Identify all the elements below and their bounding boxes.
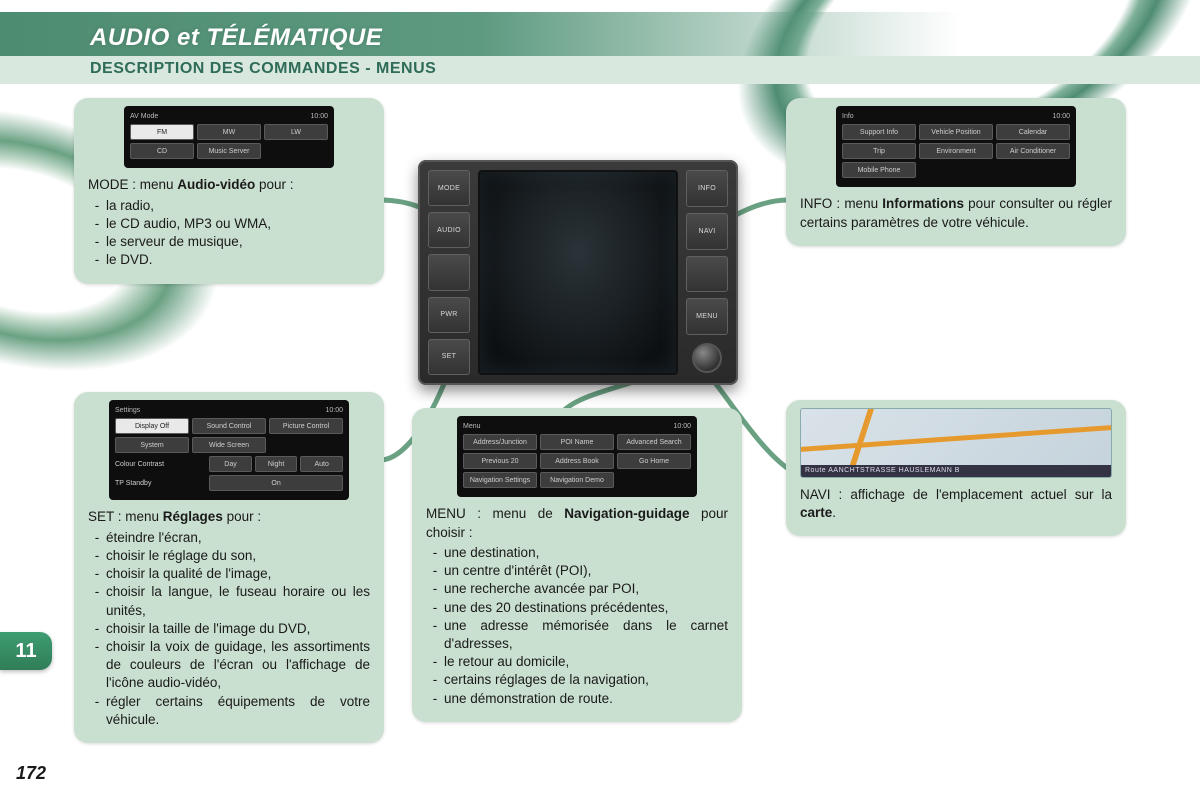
list-item: une adresse mémorisée dans le carnet d'a…: [426, 617, 728, 653]
list-item: le DVD.: [88, 251, 370, 269]
set-list: éteindre l'écran,choisir le réglage du s…: [88, 529, 370, 729]
navi-map-screenshot: Route AANCHTSTRASSE HAUSLEMANN B: [800, 408, 1112, 478]
headunit-btn-mode: MODE: [428, 170, 470, 206]
navi-intro: NAVI : affichage de l'emplacement actuel…: [800, 486, 1112, 522]
headunit-knob: [692, 343, 722, 373]
navi-map-footer: Route AANCHTSTRASSE HAUSLEMANN B: [801, 465, 1111, 477]
shot-button: Calendar: [996, 124, 1070, 140]
list-item: certains réglages de la navigation,: [426, 671, 728, 689]
mode-intro: MODE : menu Audio-vidéo pour :: [88, 176, 370, 194]
headunit-btn-menu: MENU: [686, 298, 728, 335]
menu-shot-title: Menu: [463, 422, 481, 431]
headunit-btn-navi: NAVI: [686, 213, 728, 250]
headunit-left-buttons: MODE AUDIO PWR SET: [428, 170, 470, 375]
shot-button: LW: [264, 124, 328, 140]
headunit-device: MODE AUDIO PWR SET INFO NAVI MENU: [418, 160, 738, 385]
headunit-btn-audio: AUDIO: [428, 212, 470, 248]
page-number: 172: [16, 763, 46, 784]
list-item: une des 20 destinations précédentes,: [426, 599, 728, 617]
set-intro: SET : menu Réglages pour :: [88, 508, 370, 526]
list-item: éteindre l'écran,: [88, 529, 370, 547]
page-subtitle: DESCRIPTION DES COMMANDES - MENUS: [90, 60, 436, 78]
list-item: choisir la langue, le fuseau horaire ou …: [88, 583, 370, 619]
callout-menu: Menu 10:00 Address/JunctionPOI NameAdvanc…: [412, 408, 742, 722]
shot-button: Support Info: [842, 124, 916, 140]
list-item: la radio,: [88, 197, 370, 215]
info-shot-clock: 10:00: [1052, 112, 1070, 121]
list-item: le retour au domicile,: [426, 653, 728, 671]
list-item: une démonstration de route.: [426, 690, 728, 708]
menu-list: une destination,un centre d'intérêt (POI…: [426, 544, 728, 708]
menu-intro: MENU : menu de Navigation-guidage pour c…: [426, 505, 728, 541]
callout-mode: AV Mode 10:00 FMMWLW CDMusic Server MODE :…: [74, 98, 384, 284]
list-item: un centre d'intérêt (POI),: [426, 562, 728, 580]
shot-button: Go Home: [617, 453, 691, 469]
menu-screenshot: Menu 10:00 Address/JunctionPOI NameAdvanc…: [457, 416, 697, 497]
list-item: choisir la qualité de l'image,: [88, 565, 370, 583]
headunit-btn-blank2: [686, 256, 728, 293]
shot-button: Picture Control: [269, 418, 343, 434]
shot-row-label: Colour Contrast: [115, 456, 206, 472]
shot-button: FM: [130, 124, 194, 140]
info-shot-title: Info: [842, 112, 854, 121]
mode-screenshot: AV Mode 10:00 FMMWLW CDMusic Server: [124, 106, 334, 168]
headunit-screen: [478, 170, 678, 375]
page-title: AUDIO et TÉLÉMATIQUE: [90, 24, 382, 52]
set-shot-title: Settings: [115, 406, 140, 415]
shot-button: System: [115, 437, 189, 453]
list-item: choisir la taille de l'image du DVD,: [88, 620, 370, 638]
mode-shot-title: AV Mode: [130, 112, 158, 121]
shot-button: Vehicle Position: [919, 124, 993, 140]
mode-shot-clock: 10:00: [310, 112, 328, 121]
shot-button: Address Book: [540, 453, 614, 469]
shot-button: On: [209, 475, 343, 491]
shot-button: Navigation Settings: [463, 472, 537, 488]
headunit-btn-pwr: PWR: [428, 297, 470, 333]
list-item: choisir le réglage du son,: [88, 547, 370, 565]
list-item: une destination,: [426, 544, 728, 562]
headunit-right-buttons: INFO NAVI MENU: [686, 170, 728, 375]
list-item: choisir la voix de guidage, les assortim…: [88, 638, 370, 693]
shot-button: Advanced Search: [617, 434, 691, 450]
shot-button: Environment: [919, 143, 993, 159]
callout-set: Settings 10:00 Display OffSound ControlPi…: [74, 392, 384, 743]
info-screenshot: Info 10:00 Support InfoVehicle PositionCa…: [836, 106, 1076, 187]
shot-button: Music Server: [197, 143, 261, 159]
shot-button: Address/Junction: [463, 434, 537, 450]
list-item: le CD audio, MP3 ou WMA,: [88, 215, 370, 233]
shot-button: Trip: [842, 143, 916, 159]
shot-button: Previous 20: [463, 453, 537, 469]
shot-row-label: TP Standby: [115, 475, 206, 491]
shot-button: Navigation Demo: [540, 472, 614, 488]
shot-button: Day: [209, 456, 252, 472]
set-screenshot: Settings 10:00 Display OffSound ControlPi…: [109, 400, 349, 500]
shot-button: POI Name: [540, 434, 614, 450]
headunit-btn-info: INFO: [686, 170, 728, 207]
callout-info: Info 10:00 Support InfoVehicle PositionCa…: [786, 98, 1126, 246]
headunit-btn-blank: [428, 254, 470, 290]
section-tab: 11: [0, 632, 52, 670]
list-item: une recherche avancée par POI,: [426, 580, 728, 598]
list-item: le serveur de musique,: [88, 233, 370, 251]
shot-button: Sound Control: [192, 418, 266, 434]
mode-list: la radio,le CD audio, MP3 ou WMA,le serv…: [88, 197, 370, 270]
shot-button: Air Conditioner: [996, 143, 1070, 159]
list-item: régler certains équipements de votre véh…: [88, 693, 370, 729]
info-intro: INFO : menu Informations pour consulter …: [800, 195, 1112, 231]
shot-button: Mobile Phone: [842, 162, 916, 178]
callout-navi: Route AANCHTSTRASSE HAUSLEMANN B NAVI : …: [786, 400, 1126, 536]
headunit-btn-set: SET: [428, 339, 470, 375]
shot-button: MW: [197, 124, 261, 140]
shot-button: Night: [255, 456, 298, 472]
shot-button: Display Off: [115, 418, 189, 434]
menu-shot-clock: 10:00: [673, 422, 691, 431]
shot-button: Auto: [300, 456, 343, 472]
shot-button: Wide Screen: [192, 437, 266, 453]
set-shot-clock: 10:00: [325, 406, 343, 415]
shot-button: CD: [130, 143, 194, 159]
